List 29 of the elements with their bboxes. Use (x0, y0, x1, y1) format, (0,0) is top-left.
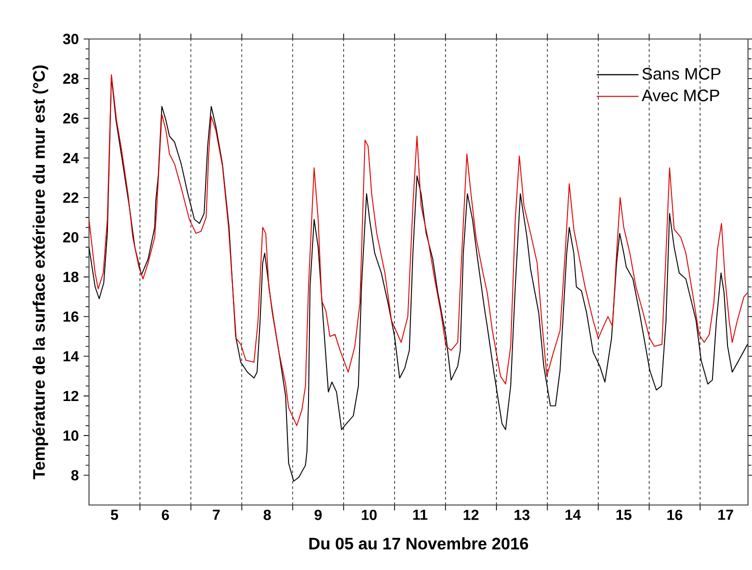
y-tick-label: 12 (64, 390, 78, 402)
x-tick-label: 13 (514, 510, 530, 520)
y-tick-label: 26 (63, 113, 78, 124)
y-tick-label: 28 (63, 73, 78, 84)
y-axis-title: Température de la surface extérieure du mur est (°C) (32, 65, 48, 480)
x-tick-label: 14 (566, 510, 581, 520)
y-tick-label: 16 (64, 311, 78, 322)
legend-label: Avec MCP (642, 90, 720, 102)
x-tick-label: 5 (110, 510, 118, 520)
x-tick-label: 15 (616, 510, 632, 520)
x-tick-label: 16 (667, 510, 682, 520)
x-tick-label: 12 (464, 510, 479, 520)
x-axis-title: Du 05 au 17 Novembre 2016 (309, 537, 528, 550)
x-tick-label: 6 (162, 510, 169, 520)
y-tick-label: 14 (64, 351, 79, 362)
x-tick-label: 7 (212, 510, 220, 520)
legend-label: Sans MCP (642, 68, 720, 80)
x-tick-label: 17 (718, 510, 734, 520)
x-tick-label: 9 (314, 510, 322, 520)
y-tick-label: 22 (63, 192, 78, 203)
y-tick-label: 24 (63, 152, 79, 164)
x-tick-label: 10 (362, 510, 377, 520)
y-tick-label: 18 (64, 272, 78, 282)
y-tick-label: 10 (64, 430, 78, 441)
x-tick-label: 8 (264, 510, 271, 520)
y-tick-label: 20 (63, 232, 78, 242)
x-tick-label: 11 (413, 510, 428, 520)
y-tick-label: 8 (71, 470, 78, 480)
y-tick-label: 30 (62, 34, 78, 44)
